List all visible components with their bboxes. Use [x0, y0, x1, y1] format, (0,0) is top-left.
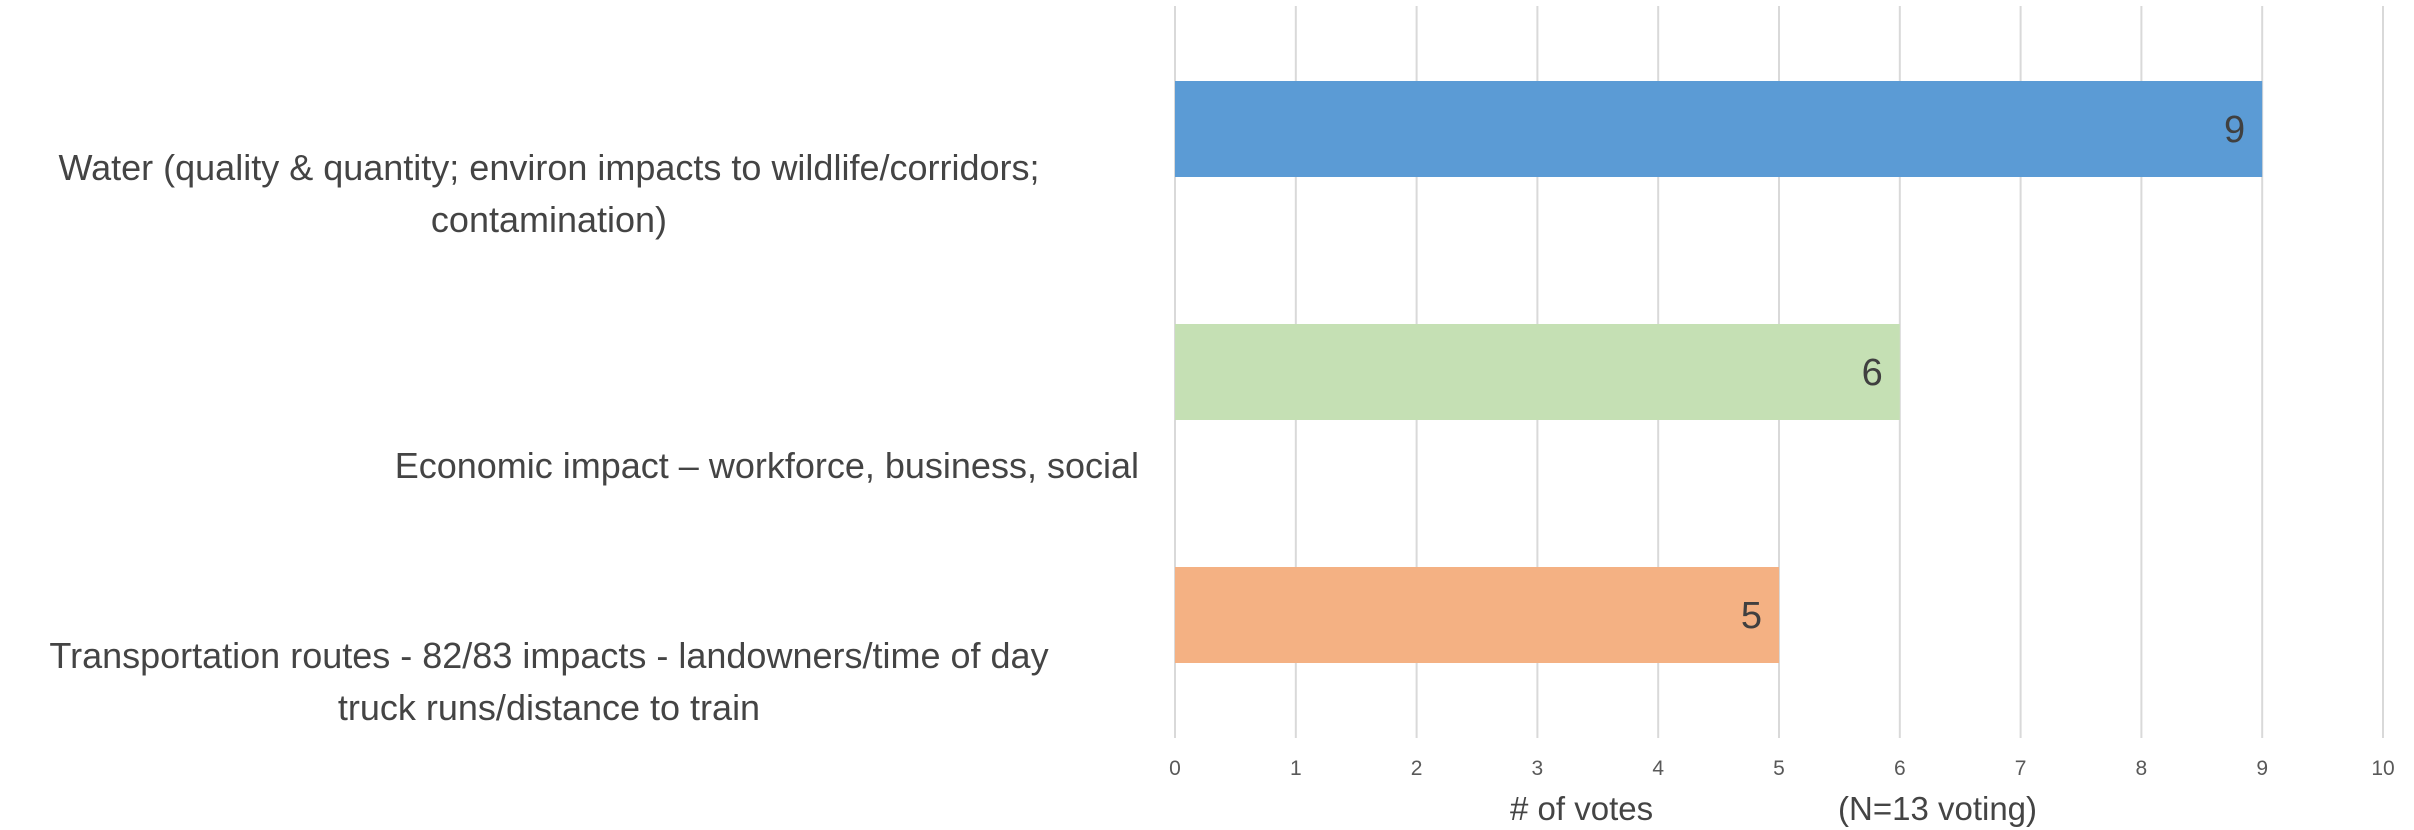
x-tick-label: 0	[1169, 757, 1181, 780]
x-axis-note: (N=13 voting)	[1838, 790, 2038, 827]
x-tick-label: 2	[1411, 757, 1423, 780]
x-tick-label: 5	[1773, 757, 1785, 780]
data-label: 5	[1741, 595, 1762, 637]
x-tick-label: 7	[2015, 757, 2027, 780]
x-tick-label: 10	[2371, 757, 2394, 780]
category-label-line: truck runs/distance to train	[337, 687, 761, 728]
x-tick-label: 4	[1652, 757, 1664, 780]
category-label-transportation: Transportation routes - 82/83 impacts - …	[0, 630, 1139, 734]
x-tick-label: 6	[1894, 757, 1906, 780]
category-label-line: contamination)	[430, 199, 668, 240]
category-label-line: Economic impact – workforce, business, s…	[394, 445, 1139, 486]
x-axis-title: # of votes	[1510, 790, 1654, 827]
bars	[1175, 81, 2263, 663]
x-tick-label: 8	[2136, 757, 2148, 780]
bar	[1175, 567, 1779, 663]
data-labels: 9 6 5	[1741, 109, 2245, 637]
category-label-line: Water (quality & quantity; environ impac…	[58, 147, 1040, 188]
data-label: 9	[2224, 109, 2245, 151]
bar	[1175, 81, 2263, 177]
category-label-economic: Economic impact – workforce, business, s…	[0, 440, 1139, 492]
data-label: 6	[1862, 352, 1883, 394]
x-tick-label: 3	[1532, 757, 1544, 780]
category-label-water: Water (quality & quantity; environ impac…	[0, 142, 1139, 246]
x-tick-label: 1	[1290, 757, 1302, 780]
category-label-line: Transportation routes - 82/83 impacts - …	[49, 635, 1049, 676]
x-tick-labels: 0 1 2 3 4 5 6 7 8 9 10	[1169, 757, 2395, 780]
x-tick-label: 9	[2256, 757, 2268, 780]
bar	[1175, 324, 1900, 420]
